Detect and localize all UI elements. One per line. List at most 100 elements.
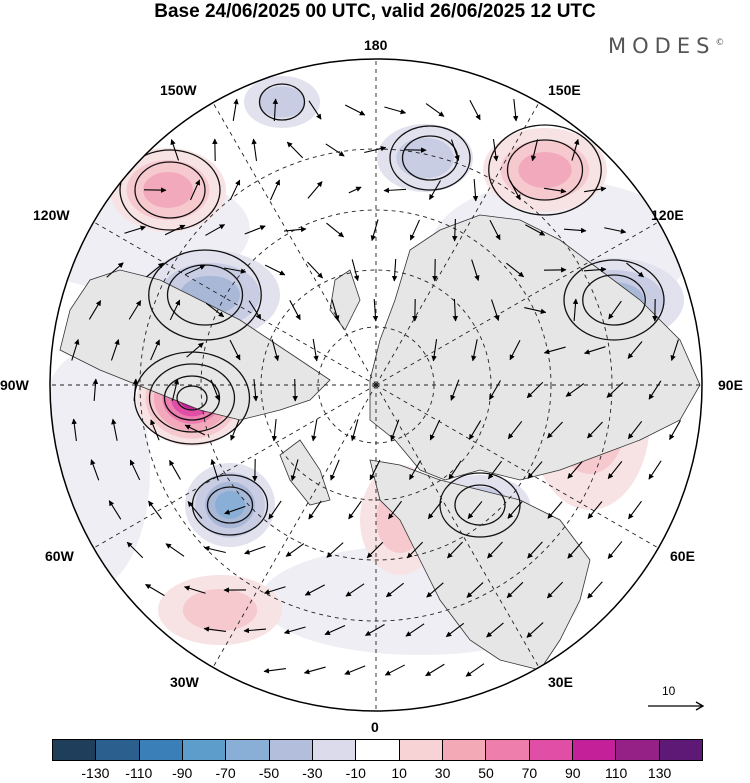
wind-arrow <box>466 582 484 598</box>
wind-arrow <box>271 418 278 442</box>
wind-arrow <box>507 501 523 519</box>
wind-arrow <box>543 346 566 355</box>
wind-arrow <box>186 342 204 358</box>
colorbar-tick-label: -50 <box>258 765 280 781</box>
wind-arrow <box>383 187 407 194</box>
contour-line <box>389 125 471 191</box>
wind-arrow <box>526 622 544 638</box>
wind-arrow <box>148 500 162 520</box>
colorbar-ticks: -130 -110 -90 -70 -50 -30 -10 10 30 50 70 90 110 130 <box>0 765 750 783</box>
wind-arrow <box>648 380 662 400</box>
contour-line <box>134 161 206 219</box>
wind-arrow <box>388 500 402 520</box>
wind-arrow <box>283 226 307 233</box>
wind-arrow <box>325 143 345 157</box>
colorbar-tick-label: -10 <box>345 765 366 781</box>
wind-arrow <box>406 541 424 559</box>
wind-arrow <box>205 302 225 318</box>
wind-arrow <box>229 179 241 201</box>
wind-arrow <box>469 99 481 121</box>
wind-arrow <box>252 378 259 402</box>
contour-line <box>563 259 665 341</box>
wind-arrow <box>272 98 279 122</box>
wind-arrow <box>527 461 543 479</box>
wind-arrow <box>431 339 438 362</box>
wind-arrow <box>263 668 286 674</box>
wind-arrow <box>425 663 445 677</box>
wind-arrow <box>303 666 326 675</box>
wind-arrow <box>491 299 500 321</box>
contour-line <box>454 484 506 526</box>
modes-logo: MODES© <box>608 34 724 58</box>
contour-line <box>506 139 584 201</box>
colorbar-tick-label: -110 <box>125 765 153 781</box>
wind-arrow <box>525 224 546 236</box>
wind-arrow <box>164 224 186 236</box>
wind-arrow <box>509 339 521 361</box>
wind-arrow <box>606 382 624 398</box>
wind-arrow <box>364 624 385 636</box>
wind-arrow <box>285 543 305 557</box>
wind-arrow <box>283 626 306 635</box>
wind-arrow <box>524 307 547 315</box>
wind-arrow <box>604 227 627 234</box>
wind-arrow <box>108 500 122 520</box>
wind-arrow <box>184 264 206 276</box>
wind-arrow <box>507 420 523 440</box>
contour-line <box>488 124 602 216</box>
wind-arrow <box>263 586 286 595</box>
wind-arrow <box>512 99 519 122</box>
wind-arrow <box>171 378 180 401</box>
wind-arrow <box>465 663 485 677</box>
wind-arrow <box>567 541 583 559</box>
wind-arrow <box>145 583 165 597</box>
colorbar-tick-label: 50 <box>478 765 494 781</box>
wind-arrow <box>132 378 139 402</box>
wind-arrow <box>544 187 567 194</box>
label-120w: 120W <box>33 207 70 223</box>
wind-arrow <box>170 139 180 161</box>
wind-arrow <box>445 622 465 638</box>
wind-arrow <box>308 500 322 520</box>
wind-arrow <box>390 419 400 441</box>
wind-arrow <box>224 505 246 515</box>
colorbar-segment <box>486 740 530 760</box>
colorbar-tick-label: 30 <box>434 765 451 781</box>
wind-arrow <box>271 339 280 362</box>
meridian-line <box>212 102 377 386</box>
wind-arrow <box>268 500 282 520</box>
label-150e: 150E <box>548 82 581 98</box>
wind-arrow <box>224 267 247 274</box>
wind-arrow <box>452 298 459 322</box>
wind-arrow <box>391 258 398 282</box>
wind-arrow <box>243 627 267 634</box>
wind-arrow <box>366 541 384 559</box>
wind-arrow <box>587 421 603 439</box>
wind-arrow <box>344 665 366 675</box>
contour-line <box>148 363 236 433</box>
wind-arrow <box>203 626 226 632</box>
wind-arrow <box>369 459 381 481</box>
wind-arrow <box>324 624 346 636</box>
anomaly-east-siberia-low <box>396 137 454 179</box>
wind-arrow <box>488 380 502 400</box>
wind-arrow <box>608 300 622 320</box>
wind-arrow <box>248 300 262 320</box>
wind-arrow <box>384 106 407 115</box>
wind-arrow <box>429 180 441 200</box>
label-180: 180 <box>364 37 388 53</box>
label-60e: 60E <box>670 548 695 564</box>
wind-arrow <box>308 100 322 120</box>
meridian-line <box>93 221 377 386</box>
label-30w: 30W <box>170 674 199 690</box>
coastline <box>59 214 701 671</box>
anomaly-subtropical-atlantic-high <box>182 589 258 631</box>
wind-arrow <box>165 543 185 557</box>
wind-arrow <box>626 262 644 278</box>
wind-arrow <box>350 419 359 442</box>
wind-arrow <box>330 459 340 481</box>
label-60w: 60W <box>45 548 74 564</box>
colorbar-segment <box>399 740 443 760</box>
wind-arrow <box>425 103 445 117</box>
colorbar-tick-label: -70 <box>215 765 236 781</box>
